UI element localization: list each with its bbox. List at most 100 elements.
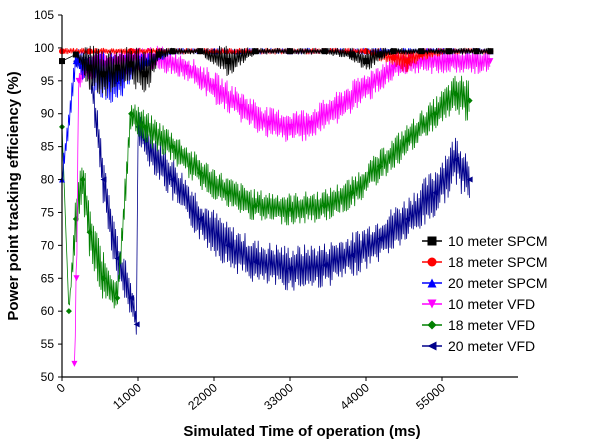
data-point	[252, 202, 259, 209]
data-point	[363, 84, 369, 91]
data-point	[307, 120, 314, 127]
data-point	[390, 48, 397, 55]
data-point	[65, 308, 72, 315]
data-point	[100, 71, 107, 78]
legend-marker	[427, 257, 437, 267]
data-point	[432, 110, 439, 117]
data-point	[141, 123, 148, 130]
x-tick-label: 11000	[110, 380, 144, 412]
data-point	[363, 48, 369, 55]
data-point	[321, 202, 328, 209]
y-tick-label: 90	[41, 107, 55, 121]
data-point	[349, 51, 356, 58]
data-point	[114, 255, 121, 262]
plot-area	[59, 45, 494, 367]
legend: 10 meter SPCM 18 meter SPCM 20 meter SPCM 1…	[422, 233, 548, 354]
y-tick-label: 75	[41, 205, 55, 219]
data-point	[452, 90, 459, 97]
x-axis-label: Simulated Time of operation (ms)	[183, 423, 420, 440]
data-point	[487, 58, 494, 65]
data-point	[141, 71, 148, 78]
series-line	[61, 75, 470, 309]
series-20-meter-vfd	[72, 56, 473, 335]
data-point	[224, 189, 231, 196]
data-point	[321, 48, 328, 55]
legend-marker	[427, 341, 437, 351]
legend-label: 10 meter VFD	[448, 296, 535, 312]
data-point	[86, 64, 93, 71]
data-point	[349, 252, 356, 259]
y-tick-label: 85	[41, 140, 55, 154]
data-point	[473, 48, 480, 55]
data-point	[432, 189, 439, 196]
data-point	[363, 58, 369, 65]
data-point	[287, 206, 293, 213]
data-point	[114, 64, 121, 71]
data-point	[197, 216, 204, 223]
data-point	[128, 61, 135, 68]
data-point	[86, 229, 93, 236]
y-tick-label: 70	[41, 238, 55, 252]
legend-label: 18 meter SPCM	[448, 254, 548, 270]
data-point	[238, 104, 245, 111]
y-tick-label: 80	[41, 173, 55, 187]
data-point	[224, 242, 231, 249]
data-point	[445, 58, 452, 65]
data-point	[100, 176, 107, 183]
data-point	[114, 295, 121, 302]
x-tick-label: 22000	[185, 380, 220, 412]
legend-marker	[427, 299, 437, 309]
data-point	[141, 137, 148, 144]
data-point	[128, 295, 135, 302]
data-point	[252, 258, 259, 265]
legend-marker	[427, 320, 437, 330]
data-point	[487, 48, 494, 55]
data-point	[287, 48, 293, 55]
data-point	[466, 176, 473, 183]
data-point	[466, 97, 473, 104]
series-18-meter-vfd	[59, 75, 473, 315]
data-point	[376, 235, 383, 242]
data-point	[133, 321, 140, 328]
data-point	[79, 176, 86, 183]
data-point	[169, 48, 176, 55]
x-tick-label: 33000	[261, 380, 296, 412]
y-ticks: 50 55 60 65 70 75 80 85 90 95 100 105	[34, 8, 62, 384]
legend-label: 20 meter VFD	[448, 338, 535, 354]
data-point	[349, 189, 356, 196]
legend-label: 10 meter SPCM	[448, 233, 548, 249]
y-tick-label: 100	[34, 41, 54, 55]
series-line	[75, 56, 470, 335]
data-point	[452, 156, 459, 163]
data-point	[169, 176, 176, 183]
data-point	[73, 275, 80, 282]
data-point	[252, 48, 259, 55]
data-point	[169, 143, 176, 150]
data-point	[72, 58, 79, 65]
data-point	[418, 48, 425, 55]
y-tick-label: 55	[41, 337, 55, 351]
data-point	[224, 58, 231, 65]
data-point	[376, 51, 383, 58]
x-tick-label: 44000	[337, 380, 372, 412]
y-tick-label: 50	[41, 370, 55, 384]
x-tick-label: 55000	[413, 380, 448, 412]
legend-label: 18 meter VFD	[448, 317, 535, 333]
data-point	[183, 64, 190, 71]
data-point	[287, 265, 293, 272]
y-tick-label: 60	[41, 304, 55, 318]
x-tick-label: 0	[54, 380, 68, 395]
data-point	[100, 275, 107, 282]
data-point	[404, 216, 411, 223]
data-point	[128, 110, 135, 117]
data-point	[197, 48, 204, 55]
data-point	[197, 169, 204, 176]
data-point	[390, 64, 397, 71]
data-point	[266, 120, 273, 127]
data-point	[75, 77, 82, 84]
data-point	[128, 48, 135, 55]
y-tick-label: 65	[41, 271, 55, 285]
data-point	[390, 54, 397, 61]
data-point	[287, 123, 293, 130]
